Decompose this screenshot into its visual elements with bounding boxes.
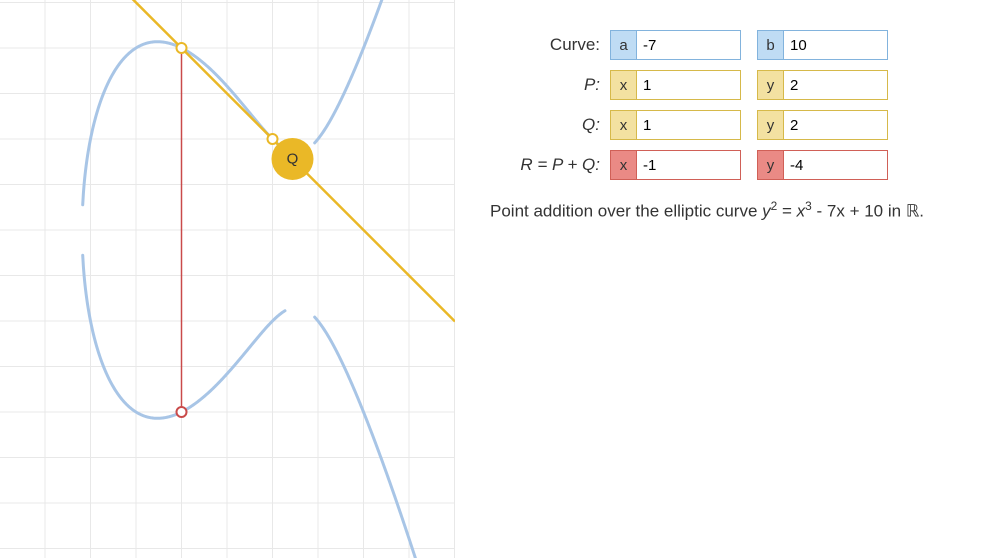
caption-suffix: . — [919, 202, 924, 221]
input-q-y[interactable] — [783, 110, 888, 140]
field-r-y: y — [757, 150, 888, 180]
svg-text:Q: Q — [287, 151, 299, 168]
input-r-y[interactable] — [783, 150, 888, 180]
caption-x-sup: 3 — [805, 199, 812, 213]
tag-b: b — [757, 30, 783, 60]
field-curve-b: b — [757, 30, 888, 60]
caption: Point addition over the elliptic curve y… — [490, 198, 971, 223]
field-p-x: x — [610, 70, 741, 100]
input-curve-b[interactable] — [783, 30, 888, 60]
caption-x: x — [797, 202, 806, 221]
tag-y: y — [757, 110, 783, 140]
field-curve-a: a — [610, 30, 741, 60]
caption-tail: - 7x + 10 in — [812, 202, 906, 221]
caption-eq: = — [777, 202, 796, 221]
row-q: Q: x y — [490, 110, 971, 140]
field-p-y: y — [757, 70, 888, 100]
row-r: R = P + Q: x y — [490, 150, 971, 180]
field-r-x: x — [610, 150, 741, 180]
tag-a: a — [610, 30, 636, 60]
field-q-y: y — [757, 110, 888, 140]
controls-pane: Curve: a b P: x y Q: x y R = — [455, 0, 991, 558]
elliptic-curve-chart: Q — [0, 0, 455, 558]
row-curve: Curve: a b — [490, 30, 971, 60]
label-q: Q: — [490, 115, 610, 135]
field-q-x: x — [610, 110, 741, 140]
caption-prefix: Point addition over the elliptic curve — [490, 202, 762, 221]
input-curve-a[interactable] — [636, 30, 741, 60]
tag-x: x — [610, 110, 636, 140]
chart-pane: Q — [0, 0, 455, 558]
tag-x: x — [610, 70, 636, 100]
label-p: P: — [490, 75, 610, 95]
input-p-y[interactable] — [783, 70, 888, 100]
caption-y: y — [762, 202, 771, 221]
row-p: P: x y — [490, 70, 971, 100]
label-curve: Curve: — [490, 35, 610, 55]
input-r-x[interactable] — [636, 150, 741, 180]
tag-y: y — [757, 70, 783, 100]
caption-reals: ℝ — [906, 202, 919, 221]
tag-x: x — [610, 150, 636, 180]
input-q-x[interactable] — [636, 110, 741, 140]
label-r: R = P + Q: — [490, 155, 610, 175]
input-p-x[interactable] — [636, 70, 741, 100]
tag-y: y — [757, 150, 783, 180]
